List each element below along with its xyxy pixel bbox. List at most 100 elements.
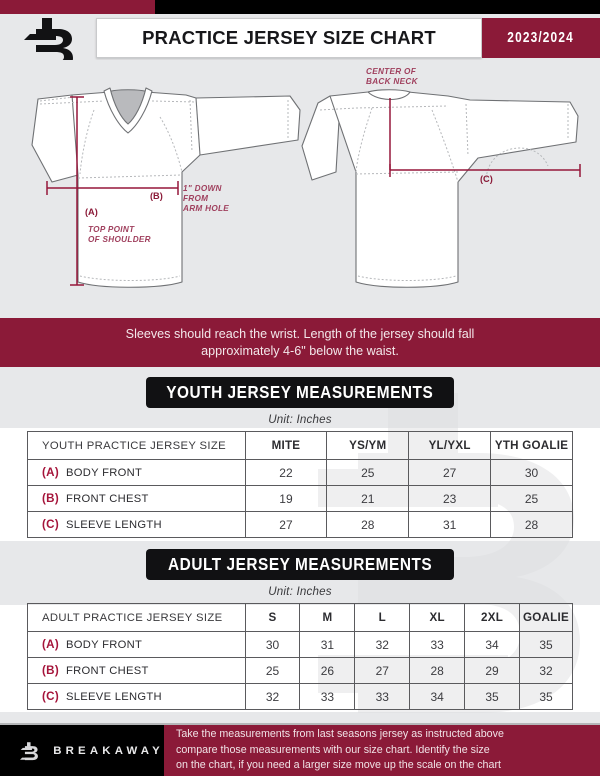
footer-brand-name: BREAKAWAY: [53, 744, 164, 757]
table-row: (A) BODY FRONT 22 25 27 30: [27, 459, 573, 486]
measurement-value-cell: 32: [518, 657, 574, 684]
page-title-plate: PRACTICE JERSEY SIZE CHART: [96, 18, 482, 58]
page-footer: BREAKAWAY Take the measurements from las…: [0, 723, 600, 776]
measurement-key: (A): [42, 466, 59, 479]
measurement-value-cell: 33: [299, 683, 356, 710]
measurement-value-cell: 28: [490, 511, 573, 538]
measurement-key: (A): [42, 638, 59, 651]
fit-note-banner: Sleeves should reach the wrist. Length o…: [0, 318, 600, 367]
measurement-value-cell: 26: [299, 657, 356, 684]
measurement-label-cell: (C) SLEEVE LENGTH: [27, 683, 246, 710]
footer-instructions: Take the measurements from last seasons …: [164, 725, 600, 776]
measurement-label-cell: (A) BODY FRONT: [27, 631, 246, 658]
measurement-key: (B): [42, 492, 59, 505]
youth-unit-label: Unit: Inches: [268, 413, 332, 426]
table-row: (A) BODY FRONT 30 31 32 33 34 35: [27, 631, 574, 658]
measure-b-key: (B): [150, 191, 163, 201]
table-row: (B) FRONT CHEST 19 21 23 25: [27, 485, 573, 512]
measurement-value-cell: 27: [354, 657, 411, 684]
measure-c-note-1: CENTER OF: [366, 67, 417, 76]
measurement-label-cell: (A) BODY FRONT: [27, 459, 246, 486]
youth-table-body: (A) BODY FRONT 22 25 27 30 (B) FRONT CHEST 19 21 2…: [27, 459, 573, 538]
measurement-value-cell: 25: [244, 657, 301, 684]
youth-measurements-table: YOUTH PRACTICE JERSEY SIZE MITE YS/YM YL…: [27, 431, 573, 538]
measurement-value-cell: 19: [244, 485, 328, 512]
fit-note-line-1: Sleeves should reach the wrist. Length o…: [125, 326, 475, 341]
measurement-value-cell: 33: [409, 631, 466, 658]
measurement-value-cell: 25: [326, 459, 410, 486]
measurement-key: (C): [42, 518, 59, 531]
youth-header-2: YS/YM: [326, 431, 410, 460]
measurement-name: BODY FRONT: [66, 467, 143, 479]
measurement-value-cell: 28: [326, 511, 410, 538]
measurement-key: (C): [42, 690, 59, 703]
adult-section-title: ADULT JERSEY MEASUREMENTS: [167, 554, 433, 574]
measurements-panel: YOUTH JERSEY MEASUREMENTS Unit: Inches Y…: [0, 367, 600, 725]
measurement-value-cell: 30: [244, 631, 301, 658]
measurement-value-cell: 35: [464, 683, 520, 710]
youth-header-4: YTH GOALIE: [490, 431, 573, 460]
measurement-value-cell: 33: [354, 683, 411, 710]
adult-header-5: 2XL: [464, 603, 520, 632]
breakaway-b-monogram-icon: [20, 741, 38, 760]
panel-band-bottom: [0, 712, 600, 725]
measurement-value-cell: 32: [244, 683, 301, 710]
measurement-value-cell: 31: [299, 631, 356, 658]
measurement-value-cell: 32: [354, 631, 411, 658]
page-header: PRACTICE JERSEY SIZE CHART 2023/2024: [0, 14, 600, 69]
adult-header-2: M: [299, 603, 356, 632]
adult-section: ADULT JERSEY MEASUREMENTS Unit: Inches: [0, 549, 600, 598]
table-row: (C) SLEEVE LENGTH 32 33 33 34 35 35: [27, 683, 574, 710]
measurement-name: FRONT CHEST: [66, 493, 149, 505]
youth-header-1: MITE: [244, 431, 328, 460]
measure-b-note-2: FROM: [183, 194, 208, 203]
adult-header-1: S: [244, 603, 301, 632]
youth-section-title: YOUTH JERSEY MEASUREMENTS: [166, 382, 434, 402]
adult-measurements-table: ADULT PRACTICE JERSEY SIZE S M L XL 2XL …: [27, 603, 574, 710]
adult-header-6: GOALIE: [518, 603, 574, 632]
measurement-value-cell: 27: [244, 511, 328, 538]
measure-c-note-2: BACK NECK: [366, 77, 419, 86]
measurement-value-cell: 23: [408, 485, 492, 512]
measurement-value-cell: 28: [409, 657, 466, 684]
youth-header-0: YOUTH PRACTICE JERSEY SIZE: [27, 431, 246, 460]
measure-a-note-1: TOP POINT: [88, 225, 135, 234]
page-title: PRACTICE JERSEY SIZE CHART: [142, 27, 436, 48]
table-row: (C) SLEEVE LENGTH 27 28 31 28: [27, 511, 573, 538]
table-header-row: YOUTH PRACTICE JERSEY SIZE MITE YS/YM YL…: [27, 431, 573, 460]
footer-line-2: compare those measurements with our size…: [176, 743, 490, 756]
measure-b-note-1: 1" DOWN: [183, 184, 223, 193]
top-strip-black: [0, 0, 600, 14]
measurement-value-cell: 25: [490, 485, 573, 512]
adult-header-3: L: [354, 603, 411, 632]
adult-header-4: XL: [409, 603, 466, 632]
measure-a-key: (A): [85, 207, 98, 217]
footer-line-3: on the chart, if you need a larger size …: [176, 759, 501, 772]
season-badge: 2023/2024: [482, 18, 600, 58]
youth-header-3: YL/YXL: [408, 431, 492, 460]
measurement-value-cell: 22: [244, 459, 328, 486]
measurement-name: FRONT CHEST: [66, 665, 149, 677]
adult-header-0: ADULT PRACTICE JERSEY SIZE: [27, 603, 246, 632]
table-row: (B) FRONT CHEST 25 26 27 28 29 32: [27, 657, 574, 684]
measurement-value-cell: 21: [326, 485, 410, 512]
measurement-value-cell: 31: [408, 511, 492, 538]
measurement-name: BODY FRONT: [66, 639, 143, 651]
measurement-value-cell: 34: [464, 631, 520, 658]
measure-b-note-3: ARM HOLE: [182, 204, 229, 213]
footer-line-1: Take the measurements from last seasons …: [176, 728, 504, 741]
measurement-name: SLEEVE LENGTH: [66, 519, 162, 531]
jersey-back-illustration: (C) CENTER OF BACK NECK: [301, 67, 581, 288]
measurement-value-cell: 34: [409, 683, 466, 710]
measurement-value-cell: 27: [408, 459, 492, 486]
measurement-value-cell: 35: [518, 683, 574, 710]
youth-section: YOUTH JERSEY MEASUREMENTS Unit: Inches: [0, 377, 600, 426]
youth-section-title-plate: YOUTH JERSEY MEASUREMENTS: [146, 377, 454, 408]
measurement-value-cell: 30: [490, 459, 573, 486]
measure-a-note-2: OF SHOULDER: [88, 235, 151, 244]
adult-section-title-plate: ADULT JERSEY MEASUREMENTS: [146, 549, 454, 580]
measurement-label-cell: (B) FRONT CHEST: [27, 485, 246, 512]
measurement-key: (B): [42, 664, 59, 677]
measurement-label-cell: (C) SLEEVE LENGTH: [27, 511, 246, 538]
